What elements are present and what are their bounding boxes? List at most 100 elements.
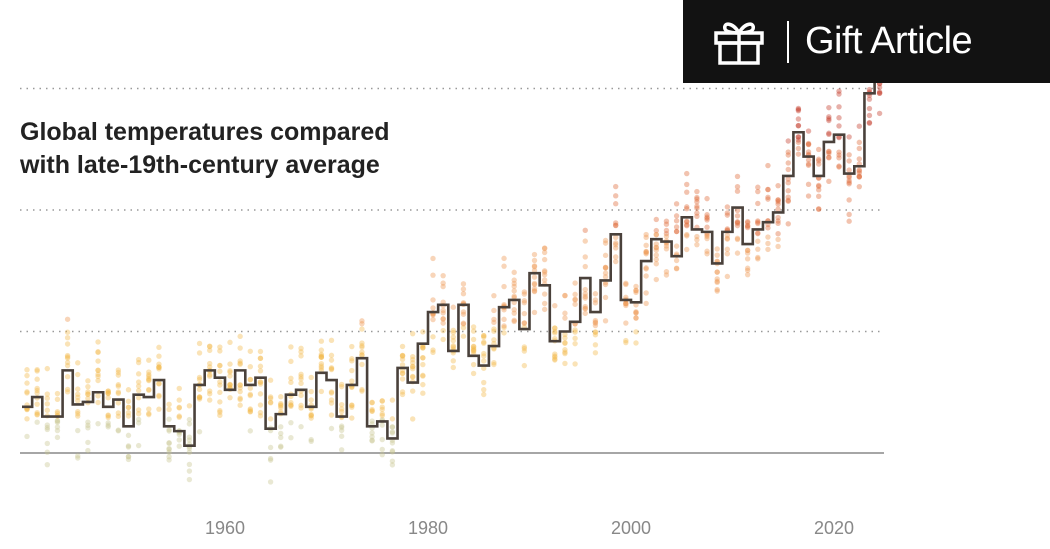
monthly-dot <box>207 347 213 354</box>
gift-article-button[interactable]: Gift Article <box>683 0 1050 83</box>
monthly-dot <box>186 421 193 427</box>
monthly-dot <box>613 193 619 199</box>
monthly-dot <box>338 381 345 388</box>
monthly-dot <box>501 263 507 269</box>
monthly-dot <box>135 420 142 426</box>
monthly-dot <box>430 297 436 303</box>
monthly-dot <box>186 476 193 483</box>
monthly-dot <box>379 398 385 404</box>
monthly-dot <box>704 233 710 239</box>
monthly-dot <box>765 196 771 202</box>
monthly-dot <box>613 254 619 260</box>
monthly-dot <box>369 406 375 413</box>
monthly-dot <box>359 318 365 324</box>
monthly-dot <box>196 374 203 381</box>
monthly-dot <box>805 157 812 163</box>
monthly-dot <box>643 234 649 240</box>
monthly-dot <box>531 257 538 264</box>
monthly-dot <box>217 362 223 369</box>
monthly-dot <box>836 149 842 155</box>
monthly-dot <box>724 232 731 238</box>
monthly-dot <box>379 422 385 428</box>
monthly-dot <box>166 428 172 434</box>
monthly-dot <box>491 346 497 352</box>
monthly-dot <box>866 112 873 119</box>
monthly-dot <box>795 134 802 140</box>
monthly-dot <box>217 389 223 396</box>
monthly-dot <box>541 291 548 297</box>
monthly-dot <box>562 310 568 316</box>
monthly-dot <box>44 426 50 433</box>
monthly-dot <box>338 408 345 415</box>
monthly-dot <box>95 373 101 380</box>
monthly-dot <box>430 305 436 311</box>
monthly-dot <box>511 293 517 299</box>
monthly-dot <box>156 366 162 372</box>
monthly-dot <box>135 383 142 389</box>
monthly-dot <box>684 218 690 224</box>
monthly-dot <box>257 379 264 385</box>
monthly-dot <box>531 280 538 287</box>
monthly-dot <box>115 413 122 420</box>
monthly-dot <box>257 391 264 397</box>
monthly-dot <box>481 379 487 386</box>
monthly-dot <box>186 403 193 409</box>
monthly-dot <box>95 358 101 364</box>
monthly-dot <box>105 389 111 396</box>
monthly-dot <box>846 181 852 187</box>
monthly-dot <box>481 350 487 357</box>
monthly-dot <box>714 278 720 285</box>
monthly-dot <box>247 409 253 415</box>
monthly-dot <box>135 387 142 394</box>
monthly-dot <box>633 287 639 293</box>
monthly-dot <box>562 292 568 299</box>
monthly-dot <box>541 256 548 263</box>
monthly-dot <box>338 427 345 434</box>
monthly-dot <box>359 361 365 368</box>
monthly-dot <box>318 365 325 371</box>
monthly-dot <box>653 227 659 234</box>
monthly-dot <box>460 291 467 297</box>
monthly-dot <box>704 232 710 238</box>
monthly-dot <box>257 355 264 361</box>
monthly-dot <box>744 267 751 274</box>
monthly-dot <box>481 391 487 398</box>
monthly-dot <box>470 345 477 352</box>
monthly-dot <box>207 397 213 403</box>
monthly-dot <box>288 379 294 386</box>
monthly-dot <box>64 341 71 347</box>
monthly-dot <box>795 145 802 152</box>
monthly-dot <box>207 364 213 370</box>
monthly-dot <box>541 306 548 313</box>
monthly-dot <box>64 362 71 369</box>
monthly-dot <box>826 178 832 185</box>
monthly-dot <box>440 283 446 290</box>
monthly-dot <box>95 367 101 373</box>
monthly-dot <box>785 138 791 144</box>
monthly-dot <box>643 266 649 272</box>
monthly-dot <box>562 340 568 346</box>
monthly-dot <box>247 363 253 370</box>
monthly-dot <box>633 340 639 346</box>
monthly-dot <box>34 409 40 416</box>
monthly-dot <box>420 344 426 350</box>
monthly-dot <box>481 332 487 339</box>
monthly-dot <box>135 371 142 377</box>
monthly-dot <box>237 361 243 367</box>
monthly-dot <box>491 359 497 366</box>
monthly-dot <box>44 391 50 397</box>
monthly-dot <box>562 349 568 355</box>
monthly-dot <box>125 443 132 449</box>
monthly-dot <box>85 439 91 446</box>
monthly-dot <box>196 376 203 383</box>
monthly-dot <box>663 233 670 240</box>
monthly-dot <box>247 407 253 413</box>
monthly-dot <box>166 406 172 413</box>
monthly-dot <box>531 288 538 295</box>
monthly-dot <box>694 237 700 243</box>
monthly-dot <box>613 245 619 251</box>
monthly-dot <box>166 426 172 433</box>
x-tick-label-1980: 1980 <box>408 518 448 538</box>
monthly-dot <box>430 272 436 278</box>
